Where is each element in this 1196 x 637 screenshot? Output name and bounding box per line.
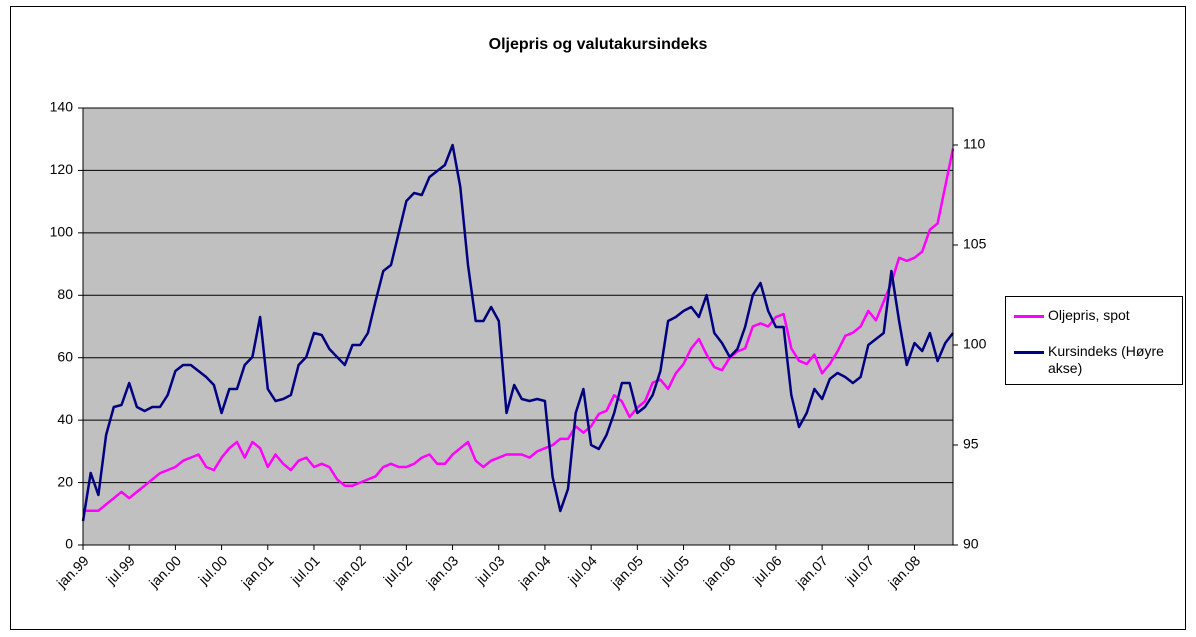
- y2-tick-label: 95: [963, 436, 979, 452]
- legend-swatch: [1014, 351, 1044, 354]
- plot-area: [82, 107, 954, 546]
- legend-label: Oljepris, spot: [1048, 307, 1130, 323]
- legend-swatch: [1014, 315, 1044, 318]
- series-line: [83, 148, 955, 512]
- series-line: [81, 143, 954, 522]
- legend-item: Kursindeks (Høyre akse): [1014, 343, 1176, 377]
- y-tick-label: 80: [57, 286, 73, 302]
- y2-tick-label: 100: [963, 336, 987, 352]
- legend-item: Oljepris, spot: [1014, 307, 1176, 324]
- y-tick-label: 20: [57, 473, 73, 489]
- legend: Oljepris, spot Kursindeks (Høyre akse): [1005, 296, 1183, 385]
- chart-title: Oljepris og valutakursindeks: [489, 36, 708, 53]
- y-tick-label: 120: [50, 161, 74, 177]
- y2-tick-label: 90: [963, 536, 979, 552]
- y-tick-label: 60: [57, 348, 73, 364]
- y2-tick-label: 105: [963, 236, 987, 252]
- y-tick-label: 100: [50, 224, 74, 240]
- plot-area: [82, 107, 954, 546]
- y-tick-label: 0: [65, 536, 73, 552]
- y-tick-label: 140: [50, 99, 74, 115]
- y-tick-label: 40: [57, 411, 73, 427]
- y2-tick-label: 110: [963, 136, 986, 152]
- legend-label: Kursindeks (Høyre akse): [1048, 343, 1164, 376]
